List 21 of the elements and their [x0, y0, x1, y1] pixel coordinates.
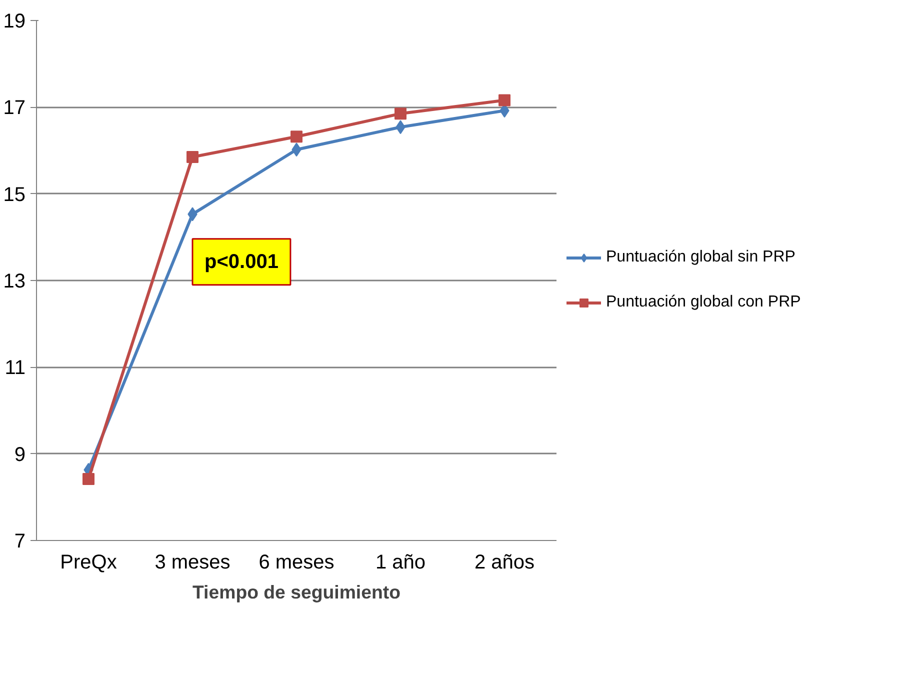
- point: [290, 130, 302, 143]
- x-tick-label: 3 meses: [154, 552, 230, 574]
- point: [186, 151, 198, 163]
- legend-label: Puntuación global con PRP: [606, 294, 801, 312]
- y-tick-label: 15: [3, 184, 26, 206]
- y-tick-label: 7: [14, 530, 26, 552]
- y-tick-label: 9: [14, 444, 26, 466]
- point: [394, 108, 406, 120]
- x-tick-label: 6 meses: [258, 552, 334, 574]
- x-tick-label: 2 años: [474, 552, 535, 574]
- x-tick-label: 1 año: [375, 552, 426, 574]
- y-tick-label: 17: [3, 97, 26, 120]
- x-axis-title: Tiempo de seguimiento: [192, 582, 401, 602]
- legend-label: Puntuación global sin PRP: [606, 248, 796, 266]
- y-tick-label: 19: [3, 10, 26, 32]
- point: [498, 94, 510, 106]
- y-tick-label: 11: [4, 357, 26, 380]
- point: [82, 472, 94, 485]
- annotation: p<0.001: [204, 250, 278, 273]
- y-tick-label: 13: [3, 270, 26, 292]
- x-tick-label: PreQx: [60, 552, 117, 574]
